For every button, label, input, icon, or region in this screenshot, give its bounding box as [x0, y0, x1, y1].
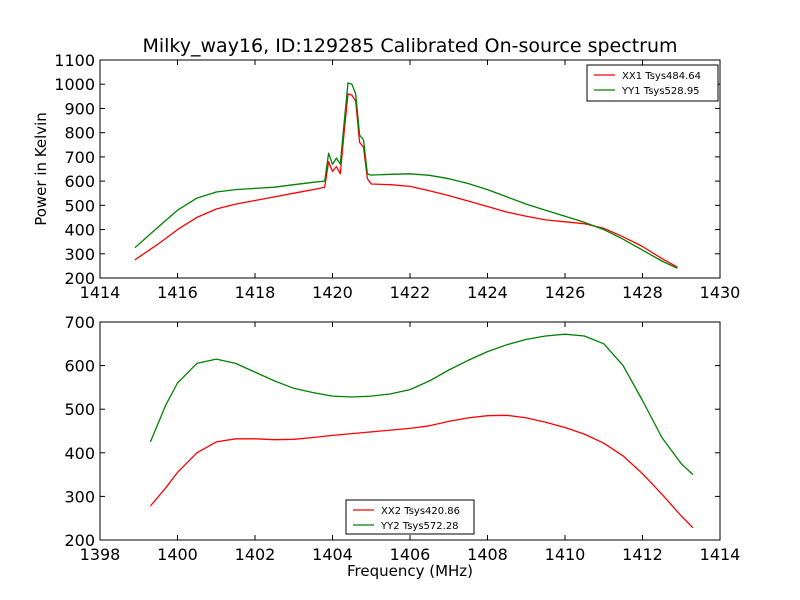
y-tick-label: 500 — [64, 196, 95, 215]
legend — [586, 64, 719, 102]
legend-entry: XX1 Tsys484.64 — [622, 71, 701, 82]
series-line-xx2 — [149, 414, 694, 529]
x-tick-label: 1408 — [467, 545, 508, 564]
series-line-yy1 — [134, 82, 678, 269]
x-tick-label: 1426 — [545, 283, 586, 302]
x-tick-label: 1402 — [235, 545, 276, 564]
series-line-xx1 — [134, 93, 678, 268]
x-axis-label: Frequency (MHz) — [347, 562, 473, 580]
legend-entry: YY2 Tsys572.28 — [380, 521, 459, 532]
y-tick-label: 700 — [64, 313, 95, 332]
y-tick-label: 1000 — [54, 75, 95, 94]
y-tick-label: 300 — [64, 487, 95, 506]
legend-entry: XX2 Tsys420.86 — [381, 506, 460, 517]
chart-title: Milky_way16, ID:129285 Calibrated On-sou… — [142, 35, 677, 57]
y-axis-label: Power in Kelvin — [32, 112, 50, 226]
x-tick-label: 1430 — [700, 283, 741, 302]
y-tick-label: 400 — [64, 221, 95, 240]
x-tick-label: 1424 — [467, 283, 508, 302]
legend — [345, 499, 475, 535]
y-tick-label: 500 — [64, 400, 95, 419]
y-tick-label: 800 — [64, 124, 95, 143]
x-tick-label: 1410 — [545, 545, 586, 564]
y-tick-label: 600 — [64, 172, 95, 191]
x-tick-label: 1404 — [312, 545, 353, 564]
x-tick-label: 1428 — [622, 283, 663, 302]
x-tick-label: 1420 — [312, 283, 353, 302]
x-tick-label: 1398 — [80, 545, 121, 564]
top-panel: 1414 1416 1418 1420 1422 1424 1426 1428 1430 200 3… — [54, 51, 740, 302]
x-tick-label: 1422 — [390, 283, 431, 302]
y-tick-label: 200 — [64, 531, 95, 550]
y-tick-label: 900 — [64, 99, 95, 118]
series-line-yy2 — [149, 333, 694, 476]
y-tick-label: 300 — [64, 245, 95, 264]
bottom-panel: 1398 1400 1402 1404 1406 1408 1410 1412 1414 200 3… — [64, 313, 740, 564]
x-tick-label: 1414 — [700, 545, 741, 564]
y-tick-label: 1100 — [54, 51, 95, 70]
y-tick-label: 400 — [64, 444, 95, 463]
x-tick-label: 1416 — [157, 283, 198, 302]
x-tick-label: 1414 — [80, 283, 121, 302]
x-tick-label: 1418 — [235, 283, 276, 302]
y-tick-label: 700 — [64, 148, 95, 167]
y-tick-label: 600 — [64, 357, 95, 376]
x-tick-label: 1412 — [622, 545, 663, 564]
y-tick-label: 200 — [64, 269, 95, 288]
x-tick-label: 1400 — [157, 545, 198, 564]
x-tick-label: 1406 — [390, 545, 431, 564]
legend-entry: YY1 Tsys528.95 — [621, 86, 700, 97]
